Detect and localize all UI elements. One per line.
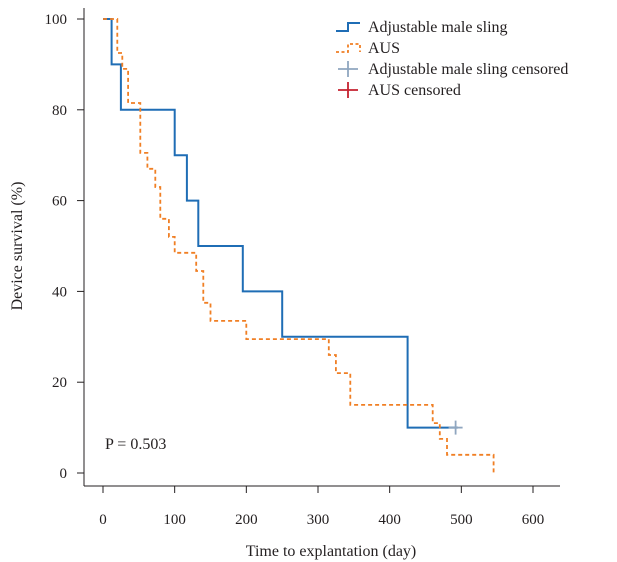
axes <box>83 8 560 487</box>
p-value-annotation: P = 0.503 <box>105 436 166 453</box>
series-line-adjustable-male-sling <box>103 18 458 429</box>
series-layer <box>103 18 495 473</box>
x-tick-label: 400 <box>378 512 401 528</box>
y-tick-label: 0 <box>60 466 68 482</box>
x-tick-label: 0 <box>99 512 107 528</box>
legend-item: Adjustable male sling <box>336 19 508 36</box>
y-tick-label: 20 <box>52 375 67 391</box>
legend-swatch-dashed <box>336 43 361 53</box>
series-line-aus <box>103 18 495 473</box>
y-tick-label: 100 <box>45 12 68 28</box>
x-tick-label: 300 <box>307 512 330 528</box>
legend-label: AUS censored <box>368 82 461 99</box>
x-tick-label: 200 <box>235 512 258 528</box>
y-tick-label: 40 <box>52 284 67 300</box>
censor-mark-adjustable-male-sling-censored <box>448 420 463 435</box>
legend: Adjustable male sling AUS Adjustable male … <box>336 19 568 99</box>
censor-layer <box>448 420 463 435</box>
legend-item: AUS censored <box>338 82 461 99</box>
y-ticks: 0 20 40 60 80 100 <box>45 12 84 482</box>
y-axis-title: Device survival (%) <box>9 182 26 311</box>
legend-label: Adjustable male sling censored <box>368 61 568 78</box>
legend-swatch-solid <box>336 22 360 32</box>
legend-item: Adjustable male sling censored <box>338 61 568 78</box>
legend-item: AUS <box>336 40 400 57</box>
x-axis-title: Time to explantation (day) <box>246 543 417 560</box>
legend-label: AUS <box>368 40 400 57</box>
legend-label: Adjustable male sling <box>368 19 508 36</box>
y-tick-label: 60 <box>52 194 67 210</box>
x-tick-label: 500 <box>450 512 473 528</box>
y-tick-label: 80 <box>52 103 67 119</box>
x-tick-label: 100 <box>163 512 186 528</box>
x-ticks: 0 100 200 300 400 500 600 <box>99 486 544 528</box>
x-tick-label: 600 <box>522 512 545 528</box>
